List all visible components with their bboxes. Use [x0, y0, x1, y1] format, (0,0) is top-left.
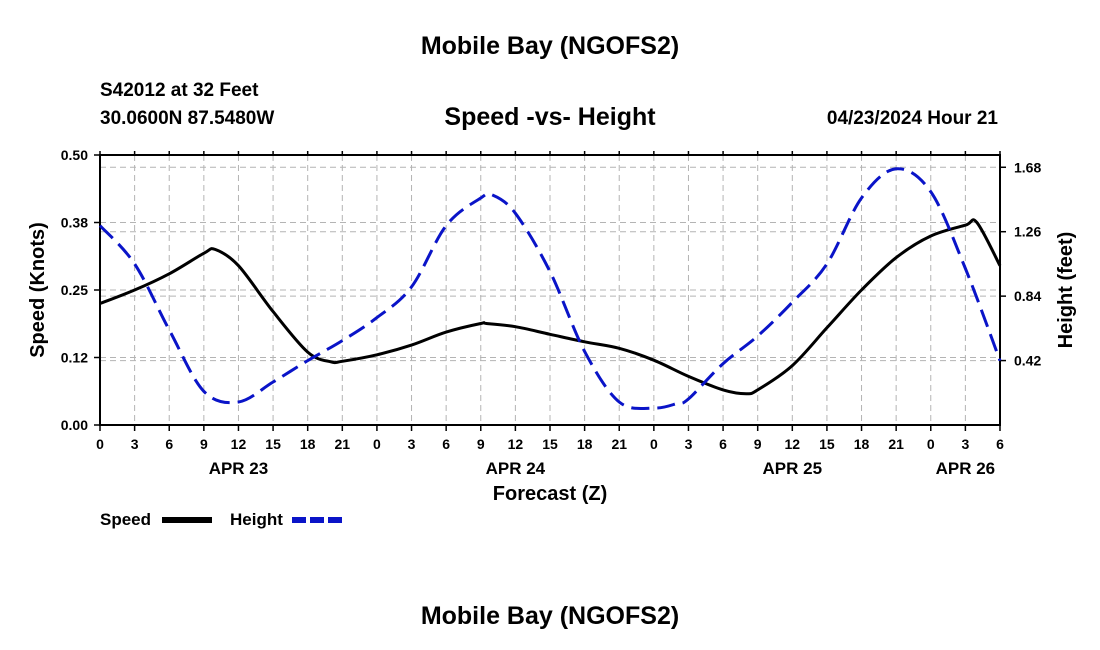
y2-tick-label: 0.42	[1014, 353, 1041, 369]
x-tick-label: 6	[719, 436, 727, 452]
x-tick-label: 21	[611, 436, 627, 452]
x-tick-label: 3	[408, 436, 416, 452]
grid-lines	[100, 155, 1000, 425]
y2-tick-label: 0.84	[1014, 288, 1041, 304]
legend-speed-label: Speed	[100, 510, 151, 529]
x-tick-label: 12	[231, 436, 247, 452]
x-tick-label: 12	[508, 436, 524, 452]
x-tick-label: 6	[442, 436, 450, 452]
y2-tick-label: 1.68	[1014, 159, 1041, 175]
x-tick-label: 18	[300, 436, 316, 452]
x-date-label: APR 23	[209, 459, 269, 478]
y-tick-label: 0.38	[61, 215, 88, 231]
series-line-height	[98, 167, 1002, 411]
x-tick-label: 9	[200, 436, 208, 452]
footer-title: Mobile Bay (NGOFS2)	[421, 602, 679, 630]
y-tick-label: 0.50	[61, 147, 88, 163]
x-tick-label: 12	[785, 436, 801, 452]
station-coords: 30.0600N 87.5480W	[100, 108, 274, 129]
x-date-label: APR 25	[763, 459, 823, 478]
x-tick-label: 6	[165, 436, 173, 452]
y-tick-label: 0.12	[61, 350, 88, 366]
x-tick-label: 6	[996, 436, 1004, 452]
y2-axis-label: Height (feet)	[1055, 232, 1077, 349]
chart-title: Speed -vs- Height	[444, 103, 656, 131]
series-layer	[98, 167, 1002, 411]
x-tick-label: 3	[961, 436, 969, 452]
legend-height-label: Height	[230, 510, 283, 529]
x-tick-label: 3	[685, 436, 693, 452]
x-tick-label: 0	[650, 436, 658, 452]
station-label: S42012 at 32 Feet	[100, 80, 259, 101]
x-tick-label: 15	[265, 436, 281, 452]
y-tick-label: 0.00	[61, 417, 88, 433]
x-tick-label: 0	[373, 436, 381, 452]
x-tick-label: 18	[854, 436, 870, 452]
x-axis-label: Forecast (Z)	[493, 483, 607, 505]
x-tick-label: 21	[335, 436, 351, 452]
x-tick-label: 0	[96, 436, 104, 452]
x-tick-label: 18	[577, 436, 593, 452]
legend: Speed Height	[100, 510, 342, 529]
series-line-speed	[99, 218, 1002, 396]
x-date-label: APR 24	[486, 459, 546, 478]
x-tick-label: 3	[131, 436, 139, 452]
x-tick-label: 21	[888, 436, 904, 452]
x-tick-label: 9	[477, 436, 485, 452]
x-tick-label: 0	[927, 436, 935, 452]
forecast-datetime: 04/23/2024 Hour 21	[827, 108, 999, 129]
x-date-label: APR 26	[936, 459, 996, 478]
y-axis-label: Speed (Knots)	[27, 222, 49, 358]
x-tick-label: 9	[754, 436, 762, 452]
y2-tick-label: 1.26	[1014, 224, 1041, 240]
x-tick-label: 15	[542, 436, 558, 452]
y-tick-label: 0.25	[61, 282, 88, 298]
x-tick-label: 15	[819, 436, 835, 452]
main-title: Mobile Bay (NGOFS2)	[421, 32, 679, 60]
axes: 0 3 6 9 12 15 18 21 0 3 6 9 12 15 18 21 0 3 6 9 12 15 18 21 0 3 6 0…	[61, 147, 1042, 478]
